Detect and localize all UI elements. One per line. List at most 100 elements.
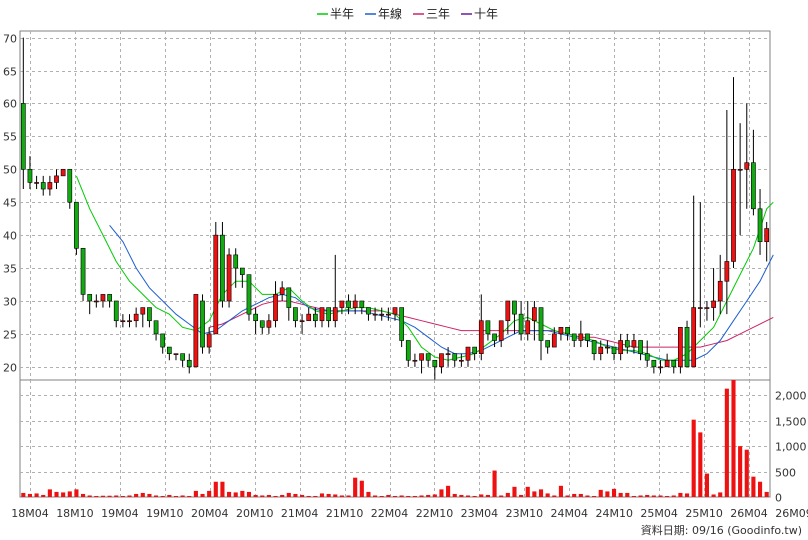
candle-body [492, 333, 497, 341]
volume-bar [392, 495, 398, 497]
volume-bar [519, 494, 524, 497]
x-tick-label: 24M04 [551, 507, 589, 520]
candle-body [286, 287, 292, 308]
candle-body [439, 353, 444, 368]
candle-body [266, 320, 272, 328]
candle-body [299, 320, 305, 323]
volume-bar [651, 495, 656, 497]
candle-body [226, 254, 232, 302]
candle-body [631, 340, 637, 348]
data-date-footer: 資料日期: 09/16 (Goodinfo.tw) [640, 524, 802, 537]
volume-bar [353, 477, 358, 497]
candle-body [525, 320, 531, 335]
candle-body [412, 359, 418, 362]
price-tick-label: 25 [3, 329, 17, 342]
candle-body [644, 353, 650, 361]
volume-bar [545, 493, 550, 497]
candle-body [293, 307, 298, 322]
candle-body [717, 280, 723, 302]
candle-body [651, 359, 657, 368]
candle-body [326, 307, 331, 322]
volume-tick-label: 1,500 [775, 416, 807, 429]
candle-body [147, 307, 152, 322]
volume-bar [611, 488, 617, 497]
candle-body [711, 300, 716, 308]
volume-bar [140, 492, 145, 497]
candle-body [405, 340, 411, 361]
candle-body [372, 313, 378, 316]
candle-body [273, 294, 278, 322]
candle-body [419, 353, 424, 361]
volume-bar [532, 491, 537, 497]
volume-bar [319, 493, 325, 497]
candle-body [213, 234, 219, 335]
candle-body [366, 307, 371, 315]
volume-bar [618, 492, 623, 497]
x-tick-label: 24M10 [595, 507, 633, 520]
volume-bar [47, 489, 52, 497]
volume-bar [565, 495, 570, 497]
candle-body [425, 353, 431, 361]
candle-body [379, 313, 385, 316]
volume-bar [446, 485, 451, 497]
candle-body [518, 313, 524, 335]
volume-bar [704, 473, 710, 497]
price-tick-label: 50 [3, 164, 17, 177]
volume-bar [558, 485, 563, 497]
candle-body [737, 168, 743, 171]
candle-body [551, 333, 557, 348]
volume-bar [180, 495, 185, 497]
candle-body [545, 340, 551, 348]
volume-bar [207, 490, 212, 497]
volume-bar [41, 494, 46, 497]
volume-bar [406, 495, 411, 497]
volume-bar [94, 495, 99, 497]
candle-body [34, 182, 39, 184]
volume-bar [173, 495, 179, 497]
volume-bar [505, 492, 510, 497]
price-tick-label: 60 [3, 98, 17, 111]
volume-bar [326, 493, 331, 497]
volume-bar [645, 494, 650, 497]
candle-body [54, 175, 59, 183]
volume-bar [757, 481, 763, 497]
candle-body [133, 313, 139, 322]
candle-body [47, 182, 53, 190]
candle-body [386, 313, 391, 316]
candle-body [40, 182, 46, 190]
price-tick-label: 40 [3, 230, 17, 243]
volume-bar [54, 491, 59, 497]
volume-bar [412, 495, 417, 497]
candle-body [120, 320, 126, 323]
volume-bar [100, 495, 106, 497]
price-tick-label: 70 [3, 33, 17, 46]
volume-bar [585, 495, 590, 497]
volume-bar [246, 491, 252, 497]
volume-bar [34, 493, 39, 497]
volume-bar [27, 493, 33, 497]
price-tick-label: 30 [3, 296, 17, 309]
volume-bar [107, 495, 112, 497]
price-panel: 20 25 30 35 40 45 50 55 60 65 70 [3, 30, 774, 381]
volume-bar [731, 380, 736, 497]
volume-bar [366, 491, 371, 497]
volume-bar [718, 492, 723, 497]
candle-body [532, 307, 537, 322]
candle-body [452, 353, 458, 361]
legend: 半年 年線 三年 十年 [317, 6, 498, 21]
candle-body [359, 300, 365, 308]
candle-body [485, 320, 491, 335]
legend-label: 半年 [330, 7, 354, 21]
candle-body [180, 353, 185, 361]
candle-body [618, 340, 624, 354]
candle-body [239, 267, 245, 275]
volume-bar [724, 388, 729, 497]
price-tick-label: 65 [3, 66, 17, 79]
volume-bar [472, 495, 477, 497]
candle-body [319, 307, 325, 322]
candle-body [691, 307, 697, 368]
candle-body [399, 307, 404, 341]
candle-body [598, 346, 604, 354]
candle-body [565, 327, 570, 335]
candle-body [246, 274, 252, 315]
